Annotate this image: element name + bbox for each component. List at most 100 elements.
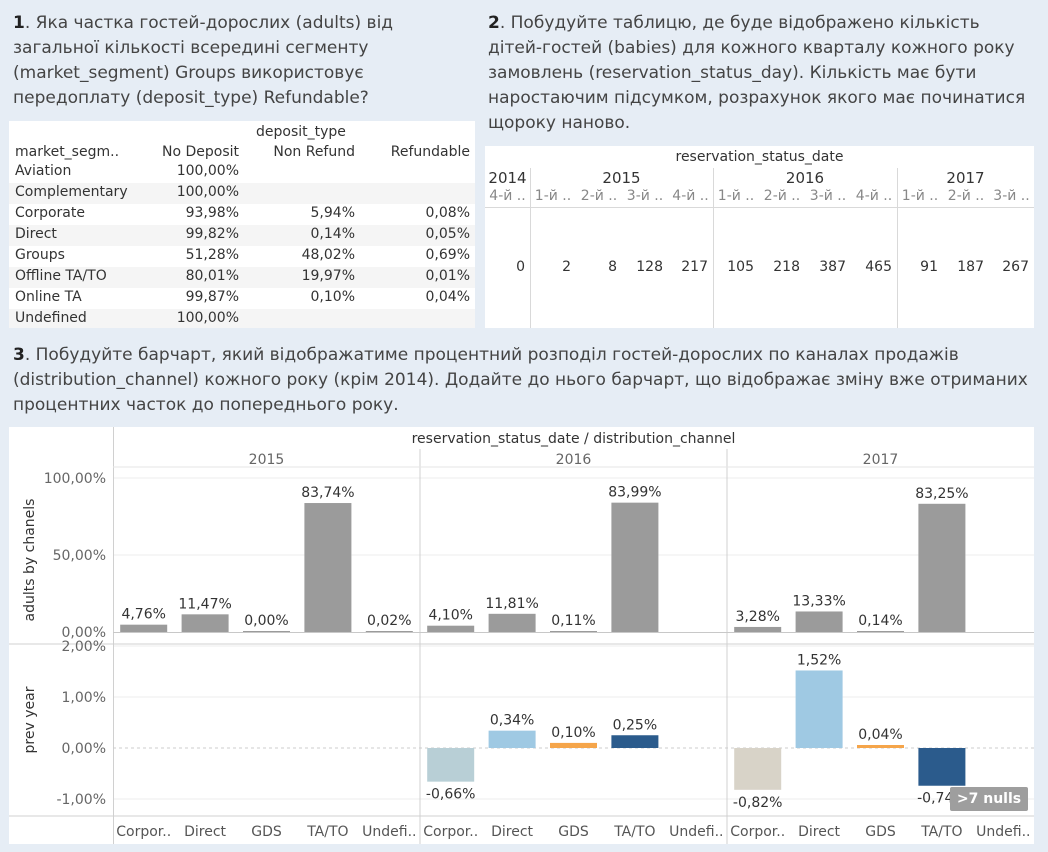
babies-running-total: 2 bbox=[562, 259, 571, 275]
quarter-header[interactable]: 4-й .. bbox=[855, 188, 893, 204]
babies-table: reservation_status_date 2014 2015 2016 2… bbox=[485, 146, 1034, 328]
deposit-cell: 0,10% bbox=[310, 289, 355, 305]
babies-running-total: 387 bbox=[819, 259, 846, 275]
bar-change bbox=[795, 670, 843, 748]
year-2017[interactable]: 2017 bbox=[946, 169, 985, 187]
bar-share bbox=[365, 631, 413, 632]
babies-running-total: 465 bbox=[865, 259, 892, 275]
deposit-cell: 100,00% bbox=[176, 163, 239, 179]
bar-share-label: 4,76% bbox=[121, 607, 165, 623]
bar-change bbox=[857, 745, 904, 748]
quarter-header[interactable]: 1-й .. bbox=[717, 188, 755, 204]
reservation-status-date-header: reservation_status_date bbox=[675, 149, 844, 165]
bar-change-label: -0,82% bbox=[733, 795, 783, 811]
year-2016[interactable]: 2016 bbox=[785, 169, 825, 187]
bar-share bbox=[243, 631, 290, 632]
year-2014[interactable]: 2014 bbox=[488, 169, 527, 187]
segment-row-label[interactable]: Offline TA/TO bbox=[15, 268, 107, 284]
x-tick-label: Direct bbox=[184, 824, 226, 840]
question-2-number: 2 bbox=[488, 13, 500, 33]
bar-share bbox=[550, 631, 597, 632]
bar-change-label: 0,25% bbox=[613, 717, 657, 733]
bar-change bbox=[550, 742, 597, 748]
x-tick-label: TA/TO bbox=[920, 824, 962, 840]
y-tick-top: 50,00% bbox=[53, 548, 106, 564]
bar-share bbox=[918, 503, 966, 632]
quarter-header[interactable]: 2-й .. bbox=[763, 188, 801, 204]
segment-row-label[interactable]: Corporate bbox=[15, 205, 85, 221]
col-refundable[interactable]: Refundable bbox=[390, 144, 470, 160]
year-header: 2015 bbox=[249, 452, 285, 468]
bar-share-label: 83,74% bbox=[301, 485, 354, 501]
y-tick-bottom: 0,00% bbox=[62, 741, 106, 757]
babies-running-total: 91 bbox=[920, 259, 938, 275]
quarter-header[interactable]: 4-й .. bbox=[489, 188, 526, 204]
question-3-number: 3 bbox=[13, 345, 25, 365]
x-tick-label: Corpor.. bbox=[730, 824, 785, 840]
bar-share-label: 11,47% bbox=[178, 596, 231, 612]
col-no-deposit[interactable]: No Deposit bbox=[161, 144, 239, 160]
y-axis-label-bottom: prev year bbox=[22, 686, 38, 753]
x-tick-label: Corpor.. bbox=[423, 824, 478, 840]
distribution-channel-chart: reservation_status_date / distribution_c… bbox=[9, 427, 1034, 844]
bar-share-label: 3,28% bbox=[735, 609, 779, 625]
y-tick-bottom: 2,00% bbox=[62, 639, 106, 655]
deposit-cell: 51,28% bbox=[185, 247, 239, 263]
segment-row-label[interactable]: Groups bbox=[15, 247, 65, 263]
babies-running-total: 128 bbox=[636, 259, 663, 275]
deposit-cell: 48,02% bbox=[301, 247, 355, 263]
quarter-header[interactable]: 3-й .. bbox=[626, 188, 664, 204]
deposit-cell: 0,14% bbox=[310, 226, 355, 242]
year-2015[interactable]: 2015 bbox=[602, 169, 641, 187]
segment-row-label[interactable]: Complementary bbox=[15, 184, 128, 200]
bar-share-label: 0,14% bbox=[858, 613, 902, 629]
bar-share-label: 0,00% bbox=[244, 613, 288, 629]
quarter-header[interactable]: 3-й .. bbox=[809, 188, 847, 204]
bar-share bbox=[734, 626, 782, 632]
bar-share bbox=[427, 625, 475, 632]
x-tick-label: GDS bbox=[865, 824, 896, 840]
question-2: 2. Побудуйте таблицю, де буде відображен… bbox=[488, 11, 1028, 136]
bar-share-label: 13,33% bbox=[792, 593, 845, 609]
quarter-header[interactable]: 4-й .. bbox=[672, 188, 709, 204]
babies-running-total: 218 bbox=[773, 259, 800, 275]
deposit-cell: 19,97% bbox=[301, 268, 355, 284]
deposit-cell: 0,08% bbox=[425, 205, 470, 221]
bar-share-label: 0,11% bbox=[551, 613, 595, 629]
bar-change bbox=[488, 730, 536, 748]
quarter-header[interactable]: 1-й .. bbox=[901, 188, 939, 204]
question-1-number: 1 bbox=[13, 13, 25, 33]
segment-row-label[interactable]: Direct bbox=[15, 226, 57, 242]
y-axis-label-top: adults by chanels bbox=[22, 499, 38, 622]
x-tick-label: Undefi.. bbox=[362, 824, 416, 840]
bar-share bbox=[181, 614, 229, 632]
segment-row-label[interactable]: Aviation bbox=[15, 163, 72, 179]
bar-share bbox=[795, 611, 843, 632]
deposit-cell: 100,00% bbox=[176, 310, 239, 326]
bar-change bbox=[918, 748, 966, 786]
segment-row-label[interactable]: Undefined bbox=[15, 310, 87, 326]
bar-share-label: 4,10% bbox=[428, 608, 472, 624]
quarter-header[interactable]: 2-й .. bbox=[947, 188, 985, 204]
quarter-header[interactable]: 2-й .. bbox=[580, 188, 618, 204]
market-segment-header[interactable]: market_segm.. bbox=[15, 144, 120, 160]
deposit-cell: 0,04% bbox=[425, 289, 470, 305]
deposit-type-header: deposit_type bbox=[256, 124, 346, 140]
bar-share bbox=[611, 502, 659, 632]
bar-change-label: -0,66% bbox=[426, 787, 476, 803]
segment-row-label[interactable]: Online TA bbox=[15, 289, 82, 305]
quarter-header[interactable]: 3-й .. bbox=[993, 188, 1030, 204]
babies-running-total: 105 bbox=[727, 259, 754, 275]
deposit-cell: 99,82% bbox=[185, 226, 239, 242]
y-tick-bottom: 1,00% bbox=[62, 690, 106, 706]
question-3-text: . Побудуйте барчарт, який відображатиме … bbox=[13, 345, 1028, 415]
x-tick-label: Corpor.. bbox=[116, 824, 171, 840]
quarter-header[interactable]: 1-й .. bbox=[534, 188, 572, 204]
nulls-indicator[interactable]: >7 nulls bbox=[950, 787, 1028, 811]
bar-share bbox=[304, 503, 352, 632]
bar-share-label: 83,25% bbox=[915, 486, 968, 502]
x-tick-label: Direct bbox=[798, 824, 840, 840]
y-tick-bottom: -1,00% bbox=[56, 792, 106, 808]
question-1: 1. Яка частка гостей-дорослих (adults) в… bbox=[13, 11, 473, 111]
col-non-refund[interactable]: Non Refund bbox=[273, 144, 355, 160]
